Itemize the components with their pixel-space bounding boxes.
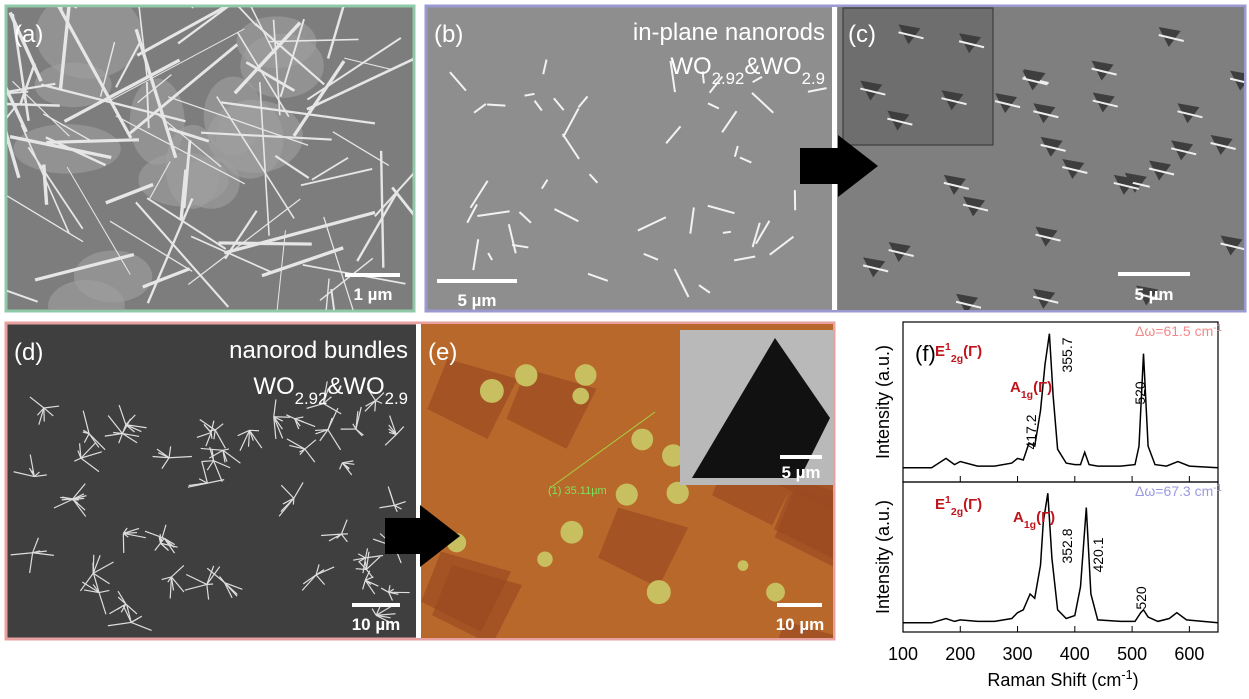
label-part: WO: [253, 373, 294, 400]
rod: [202, 461, 213, 462]
label-part: -1: [1121, 668, 1132, 682]
label-part: (Γ): [1036, 509, 1055, 526]
rod: [218, 243, 311, 244]
scale-bar: [780, 455, 822, 459]
peak-label: 520: [1132, 381, 1148, 405]
label-part: 2g: [951, 506, 963, 518]
scale-bar: [1118, 272, 1190, 276]
rod: [487, 104, 505, 105]
label-part: 2.9: [385, 389, 408, 408]
label: (e): [428, 339, 457, 366]
rod: [211, 433, 212, 439]
raman-chart: Intensity (a.u.)Δω=61.5 cm-1E12g(Γ)A1g(Γ…: [873, 322, 1222, 690]
rod: [315, 430, 328, 431]
label-part: Δω=67.3 cm: [1135, 483, 1213, 499]
x-tick-label: 100: [888, 644, 918, 664]
label-part: A: [1013, 509, 1024, 526]
label-part: 2.92: [295, 389, 328, 408]
label: (c): [848, 21, 876, 48]
particle: [515, 364, 537, 386]
label-part: Raman Shift (cm: [987, 670, 1121, 690]
y-axis-label: Intensity (a.u.): [873, 500, 893, 614]
rod: [375, 401, 376, 412]
particle: [575, 364, 597, 386]
label: 1 µm: [353, 285, 392, 304]
label-part: -1: [1213, 483, 1222, 494]
label: in-plane nanorods: [633, 19, 825, 46]
particle: [537, 551, 553, 567]
label-part: WO: [670, 53, 711, 80]
particle: [631, 429, 653, 451]
rod: [723, 232, 731, 233]
x-tick-label: 400: [1060, 644, 1090, 664]
particle: [572, 388, 589, 405]
rich-label: E12g(Γ): [935, 341, 982, 365]
peak-label: 420.1: [1090, 537, 1106, 572]
label-part: ): [1133, 670, 1139, 690]
label: 10 µm: [352, 615, 401, 634]
scale-bar: [345, 273, 400, 277]
label: 10 µm: [776, 615, 825, 634]
particle: [766, 583, 785, 602]
particle: [616, 483, 638, 505]
label-part: Δω=61.5 cm: [1135, 323, 1213, 339]
divider: [416, 324, 421, 638]
label-part: &WO: [744, 53, 801, 80]
x-tick-label: 500: [1117, 644, 1147, 664]
label: (1) 35.11µm: [548, 485, 607, 497]
label-part: (Γ): [963, 496, 982, 513]
particle: [667, 482, 689, 504]
label: (d): [14, 339, 43, 366]
particle: [647, 580, 671, 604]
rich-label: A1g(Γ): [1010, 379, 1052, 401]
particle: [560, 521, 583, 544]
label-part: 1: [945, 494, 951, 506]
label-part: -1: [1213, 323, 1222, 334]
rich-label: Δω=67.3 cm-1: [1135, 483, 1222, 500]
peak-label: 520: [1133, 586, 1149, 610]
label: 5 µm: [1134, 285, 1173, 304]
particle: [480, 379, 504, 403]
label-part: A: [1010, 379, 1021, 396]
label-part: 1: [945, 341, 951, 353]
rod: [274, 417, 290, 418]
rich-label: E12g(Γ): [935, 494, 982, 518]
label-part: E: [935, 496, 945, 513]
label-part: 2g: [951, 353, 963, 365]
scale-bar: [777, 603, 822, 607]
peak-label: 417.2: [1023, 414, 1039, 449]
scale-bar: [352, 603, 400, 607]
x-tick-label: 200: [945, 644, 975, 664]
label-part: (Γ): [963, 343, 982, 360]
label: 5 µm: [457, 291, 496, 310]
label: (b): [434, 21, 463, 48]
particle: [738, 560, 749, 571]
label-part: &WO: [327, 373, 384, 400]
label-part: 1g: [1024, 519, 1036, 531]
label-part: 2.92: [712, 69, 745, 88]
label-part: E: [935, 343, 945, 360]
x-tick-label: 600: [1174, 644, 1204, 664]
x-tick-label: 300: [1003, 644, 1033, 664]
label-part: 2.9: [802, 69, 825, 88]
label: (a): [14, 21, 43, 48]
peak-label: 355.7: [1059, 337, 1075, 372]
flake: [130, 78, 185, 164]
peak-label: 352.8: [1059, 528, 1075, 563]
rich-label: Δω=61.5 cm-1: [1135, 323, 1222, 340]
y-axis-label: Intensity (a.u.): [873, 345, 893, 459]
panel-label: (f): [915, 341, 936, 366]
label-part: (Γ): [1033, 379, 1052, 396]
rich-label: A1g(Γ): [1013, 509, 1055, 531]
rich-label: Raman Shift (cm-1): [987, 668, 1138, 690]
label-part: 1g: [1021, 389, 1033, 401]
label: 5 µm: [781, 463, 820, 482]
scale-bar: [437, 279, 517, 283]
label: nanorod bundles: [229, 337, 408, 364]
figure: (a)1 µm(b)in-plane nanorodsWO2.92&WO2.95…: [0, 0, 1249, 694]
rod: [356, 569, 367, 570]
